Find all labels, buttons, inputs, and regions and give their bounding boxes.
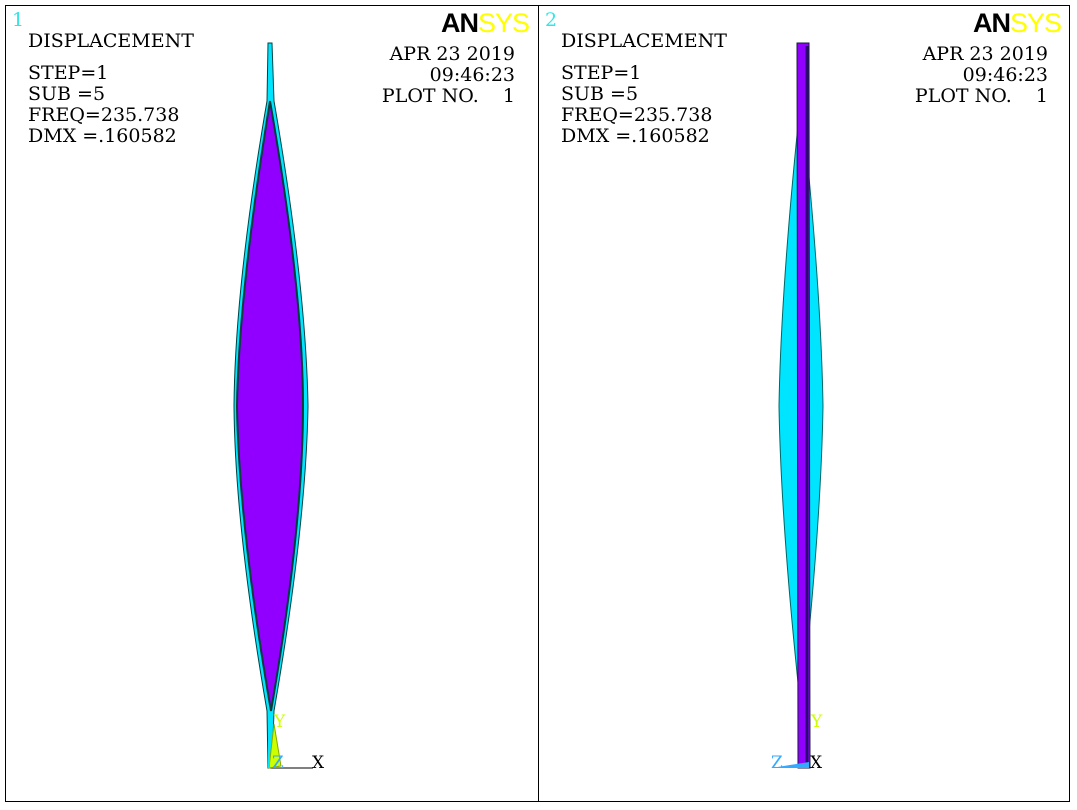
ansys-logo: ANSYS: [441, 8, 530, 38]
y-axis-arrow: [268, 723, 282, 769]
z-axis-arrow: [771, 762, 809, 768]
freq-value: FREQ=235.738: [28, 104, 180, 126]
viewport-number: 1: [12, 9, 25, 31]
sub-value: SUB =5: [561, 83, 639, 105]
viewport-number: 2: [545, 9, 558, 31]
plot-time: 09:46:23: [962, 64, 1048, 86]
plot-date: APR 23 2019: [389, 43, 515, 65]
step-value: STEP=1: [28, 62, 109, 84]
triad-x-label: X: [810, 753, 823, 773]
dmx-value: DMX =.160582: [561, 125, 710, 147]
freq-value: FREQ=235.738: [561, 104, 713, 126]
dmx-value: DMX =.160582: [28, 125, 177, 147]
graphics-window[interactable]: Y Z X 1 ANSYS DISPLACEMENT STEP=1 SUB =5…: [5, 5, 1070, 802]
plot-date: APR 23 2019: [922, 43, 1048, 65]
triad-z-label: Z: [272, 753, 284, 773]
result-title: DISPLACEMENT: [28, 30, 194, 52]
viewport-1[interactable]: Y Z X 1 ANSYS DISPLACEMENT STEP=1 SUB =5…: [6, 6, 539, 801]
ansys-logo: ANSYS: [973, 8, 1062, 38]
plot-number: PLOT NO. 1: [381, 85, 515, 107]
sub-value: SUB =5: [28, 83, 106, 105]
triad-y-label: Y: [273, 712, 286, 732]
result-title: DISPLACEMENT: [561, 30, 727, 52]
triad-x-label: X: [312, 753, 325, 773]
deformed-shape: [235, 100, 305, 712]
triad-y-label: Y: [810, 712, 823, 732]
step-value: STEP=1: [561, 62, 642, 84]
plot-number: PLOT NO. 1: [914, 85, 1048, 107]
plot-time: 09:46:23: [429, 64, 515, 86]
model-plot-1[interactable]: Y Z X: [6, 6, 539, 803]
model-plot-2[interactable]: Y Z X: [539, 6, 1071, 803]
triad-z-label: Z: [771, 753, 783, 773]
viewport-2[interactable]: Y Z X 2 ANSYS DISPLACEMENT STEP=1 SUB =5…: [539, 6, 1071, 801]
